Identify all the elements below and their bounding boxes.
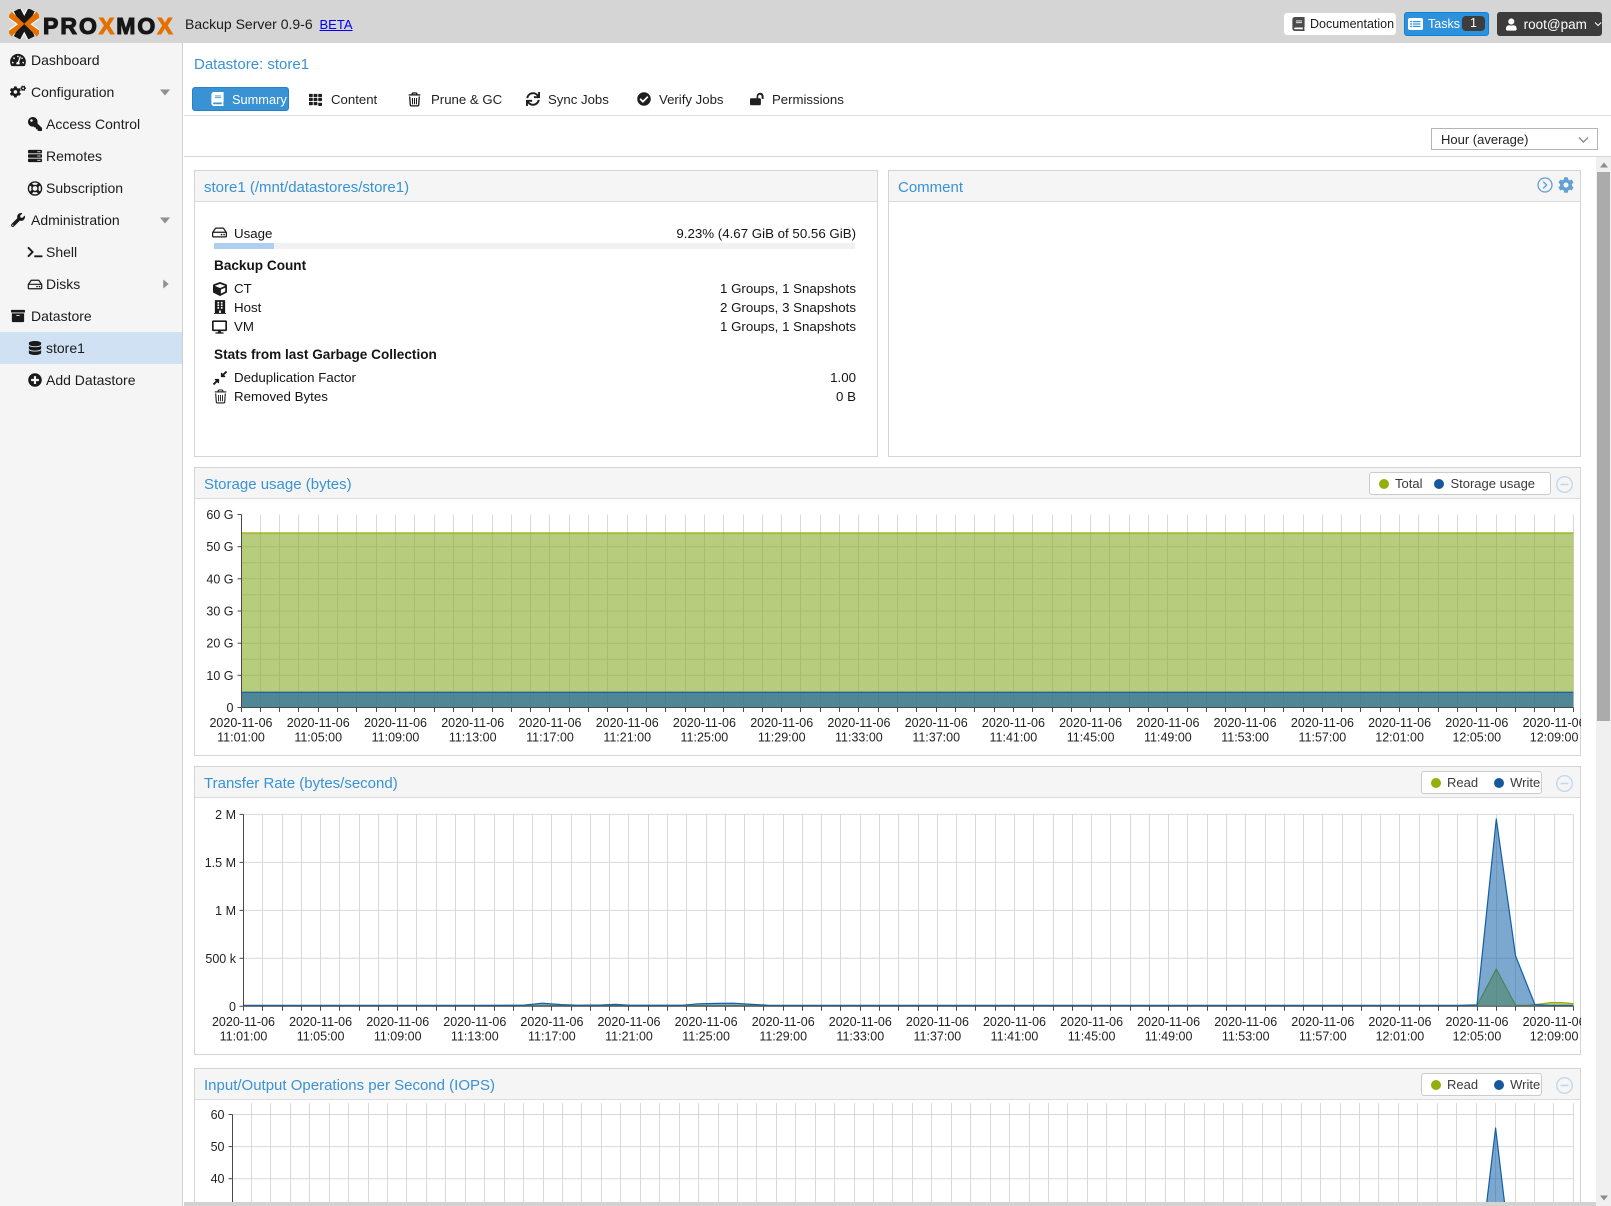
svg-text:60: 60 bbox=[211, 1108, 225, 1122]
svg-text:11:49:00: 11:49:00 bbox=[1145, 1029, 1193, 1043]
svg-text:11:57:00: 11:57:00 bbox=[1299, 730, 1347, 744]
svg-text:11:45:00: 11:45:00 bbox=[1068, 1029, 1116, 1043]
svg-text:2020-11-06: 2020-11-06 bbox=[1291, 1015, 1354, 1029]
svg-text:11:41:00: 11:41:00 bbox=[990, 730, 1038, 744]
svg-text:2020-11-06: 2020-11-06 bbox=[827, 716, 890, 730]
svg-text:2020-11-06: 2020-11-06 bbox=[750, 716, 813, 730]
svg-text:2020-11-06: 2020-11-06 bbox=[1214, 1015, 1277, 1029]
svg-text:2020-11-06: 2020-11-06 bbox=[1059, 716, 1122, 730]
svg-text:11:53:00: 11:53:00 bbox=[1222, 1029, 1270, 1043]
svg-text:11:57:00: 11:57:00 bbox=[1299, 1029, 1347, 1043]
svg-text:11:53:00: 11:53:00 bbox=[1221, 730, 1269, 744]
svg-text:11:29:00: 11:29:00 bbox=[758, 730, 806, 744]
svg-text:1.5 M: 1.5 M bbox=[205, 856, 236, 870]
svg-text:30 G: 30 G bbox=[206, 605, 233, 619]
svg-text:2020-11-06: 2020-11-06 bbox=[1445, 1015, 1508, 1029]
svg-text:12:09:00: 12:09:00 bbox=[1530, 1029, 1579, 1043]
svg-text:11:21:00: 11:21:00 bbox=[605, 1029, 653, 1043]
svg-text:2020-11-06: 2020-11-06 bbox=[982, 716, 1045, 730]
svg-text:11:13:00: 11:13:00 bbox=[449, 730, 497, 744]
svg-text:2020-11-06: 2020-11-06 bbox=[1291, 716, 1354, 730]
svg-text:50: 50 bbox=[211, 1140, 225, 1154]
svg-text:60 G: 60 G bbox=[206, 508, 233, 522]
svg-text:40 G: 40 G bbox=[206, 572, 233, 586]
svg-text:2020-11-06: 2020-11-06 bbox=[829, 1015, 892, 1029]
svg-text:11:09:00: 11:09:00 bbox=[374, 1029, 422, 1043]
svg-text:12:09:00: 12:09:00 bbox=[1530, 730, 1579, 744]
svg-text:10 G: 10 G bbox=[206, 669, 233, 683]
svg-text:2020-11-06: 2020-11-06 bbox=[675, 1015, 738, 1029]
svg-text:11:25:00: 11:25:00 bbox=[682, 1029, 730, 1043]
svg-text:20 G: 20 G bbox=[206, 637, 233, 651]
svg-text:11:25:00: 11:25:00 bbox=[681, 730, 729, 744]
svg-text:2020-11-06: 2020-11-06 bbox=[287, 716, 350, 730]
svg-text:11:05:00: 11:05:00 bbox=[294, 730, 342, 744]
svg-text:2020-11-06: 2020-11-06 bbox=[1445, 716, 1508, 730]
svg-text:11:37:00: 11:37:00 bbox=[912, 730, 960, 744]
svg-text:2020-11-06: 2020-11-06 bbox=[443, 1015, 506, 1029]
svg-text:2020-11-06: 2020-11-06 bbox=[209, 716, 272, 730]
svg-text:11:17:00: 11:17:00 bbox=[526, 730, 574, 744]
svg-text:2020-11-06: 2020-11-06 bbox=[364, 716, 427, 730]
svg-text:2020-11-06: 2020-11-06 bbox=[1137, 1015, 1200, 1029]
svg-text:11:49:00: 11:49:00 bbox=[1144, 730, 1192, 744]
svg-text:50 G: 50 G bbox=[206, 540, 233, 554]
svg-text:2020-11-06: 2020-11-06 bbox=[983, 1015, 1046, 1029]
svg-text:2020-11-06: 2020-11-06 bbox=[289, 1015, 352, 1029]
svg-text:11:45:00: 11:45:00 bbox=[1067, 730, 1115, 744]
svg-text:2020-11-06: 2020-11-06 bbox=[520, 1015, 583, 1029]
svg-text:2020-11-06: 2020-11-06 bbox=[1060, 1015, 1123, 1029]
svg-text:11:33:00: 11:33:00 bbox=[836, 1029, 884, 1043]
svg-text:12:01:00: 12:01:00 bbox=[1376, 1029, 1425, 1043]
svg-text:11:05:00: 11:05:00 bbox=[297, 1029, 345, 1043]
svg-text:11:21:00: 11:21:00 bbox=[603, 730, 651, 744]
svg-text:0: 0 bbox=[227, 701, 234, 715]
svg-text:2020-11-06: 2020-11-06 bbox=[1368, 1015, 1431, 1029]
svg-text:2020-11-06: 2020-11-06 bbox=[906, 1015, 969, 1029]
svg-text:11:17:00: 11:17:00 bbox=[528, 1029, 576, 1043]
svg-text:12:01:00: 12:01:00 bbox=[1375, 730, 1424, 744]
svg-text:2020-11-06: 2020-11-06 bbox=[597, 1015, 660, 1029]
svg-text:2020-11-06: 2020-11-06 bbox=[1523, 1015, 1581, 1029]
svg-text:40: 40 bbox=[211, 1172, 225, 1186]
svg-text:2020-11-06: 2020-11-06 bbox=[366, 1015, 429, 1029]
svg-text:2 M: 2 M bbox=[215, 808, 236, 822]
svg-text:12:05:00: 12:05:00 bbox=[1453, 1029, 1502, 1043]
svg-text:2020-11-06: 2020-11-06 bbox=[441, 716, 504, 730]
svg-text:2020-11-06: 2020-11-06 bbox=[673, 716, 736, 730]
svg-text:11:13:00: 11:13:00 bbox=[451, 1029, 499, 1043]
svg-text:11:09:00: 11:09:00 bbox=[372, 730, 420, 744]
svg-text:2020-11-06: 2020-11-06 bbox=[1523, 716, 1581, 730]
svg-text:2020-11-06: 2020-11-06 bbox=[1136, 716, 1199, 730]
svg-text:2020-11-06: 2020-11-06 bbox=[212, 1015, 275, 1029]
svg-text:2020-11-06: 2020-11-06 bbox=[596, 716, 659, 730]
svg-text:2020-11-06: 2020-11-06 bbox=[1214, 716, 1277, 730]
svg-text:2020-11-06: 2020-11-06 bbox=[518, 716, 581, 730]
svg-text:1 M: 1 M bbox=[215, 904, 236, 918]
svg-text:2020-11-06: 2020-11-06 bbox=[752, 1015, 815, 1029]
svg-text:11:37:00: 11:37:00 bbox=[914, 1029, 962, 1043]
svg-text:0: 0 bbox=[229, 1000, 236, 1014]
svg-text:500 k: 500 k bbox=[205, 952, 236, 966]
svg-text:11:29:00: 11:29:00 bbox=[759, 1029, 807, 1043]
svg-text:11:01:00: 11:01:00 bbox=[220, 1029, 268, 1043]
svg-text:2020-11-06: 2020-11-06 bbox=[1368, 716, 1431, 730]
svg-text:11:01:00: 11:01:00 bbox=[217, 730, 265, 744]
svg-text:11:33:00: 11:33:00 bbox=[835, 730, 883, 744]
svg-text:11:41:00: 11:41:00 bbox=[991, 1029, 1039, 1043]
svg-text:12:05:00: 12:05:00 bbox=[1452, 730, 1501, 744]
svg-text:2020-11-06: 2020-11-06 bbox=[905, 716, 968, 730]
